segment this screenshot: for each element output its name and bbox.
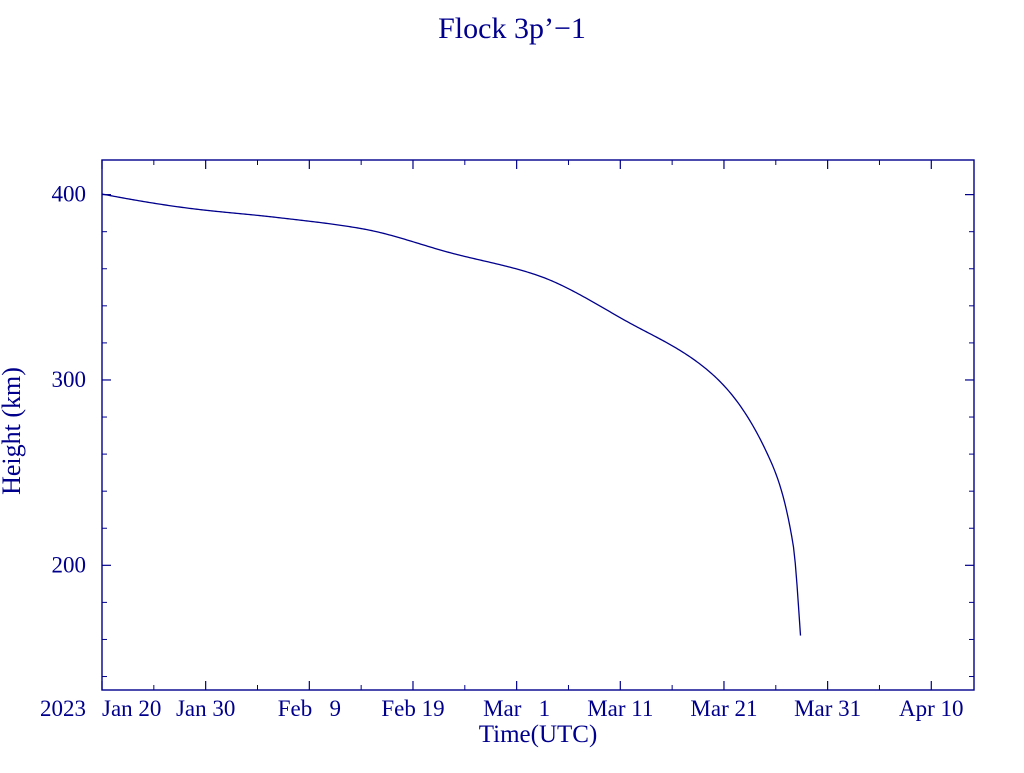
svg-text:Jan 30: Jan 30 — [176, 696, 235, 721]
svg-text:Time(UTC): Time(UTC) — [479, 721, 598, 748]
svg-text:300: 300 — [52, 367, 87, 392]
svg-text:Flock 3p’−1: Flock 3p’−1 — [438, 12, 586, 45]
svg-text:Mar 1: Mar 1 — [483, 696, 550, 721]
svg-text:Jan 20: Jan 20 — [102, 696, 161, 721]
svg-text:Feb 19: Feb 19 — [381, 696, 444, 721]
svg-text:Height (km): Height (km) — [0, 367, 26, 495]
svg-text:Feb 9: Feb 9 — [278, 696, 341, 721]
svg-text:2023: 2023 — [40, 696, 86, 721]
svg-text:Mar 31: Mar 31 — [794, 696, 861, 721]
svg-text:Apr 10: Apr 10 — [899, 696, 964, 721]
svg-text:400: 400 — [52, 182, 87, 207]
svg-text:200: 200 — [52, 552, 87, 577]
svg-text:Mar 11: Mar 11 — [587, 696, 653, 721]
svg-text:Mar 21: Mar 21 — [690, 696, 757, 721]
